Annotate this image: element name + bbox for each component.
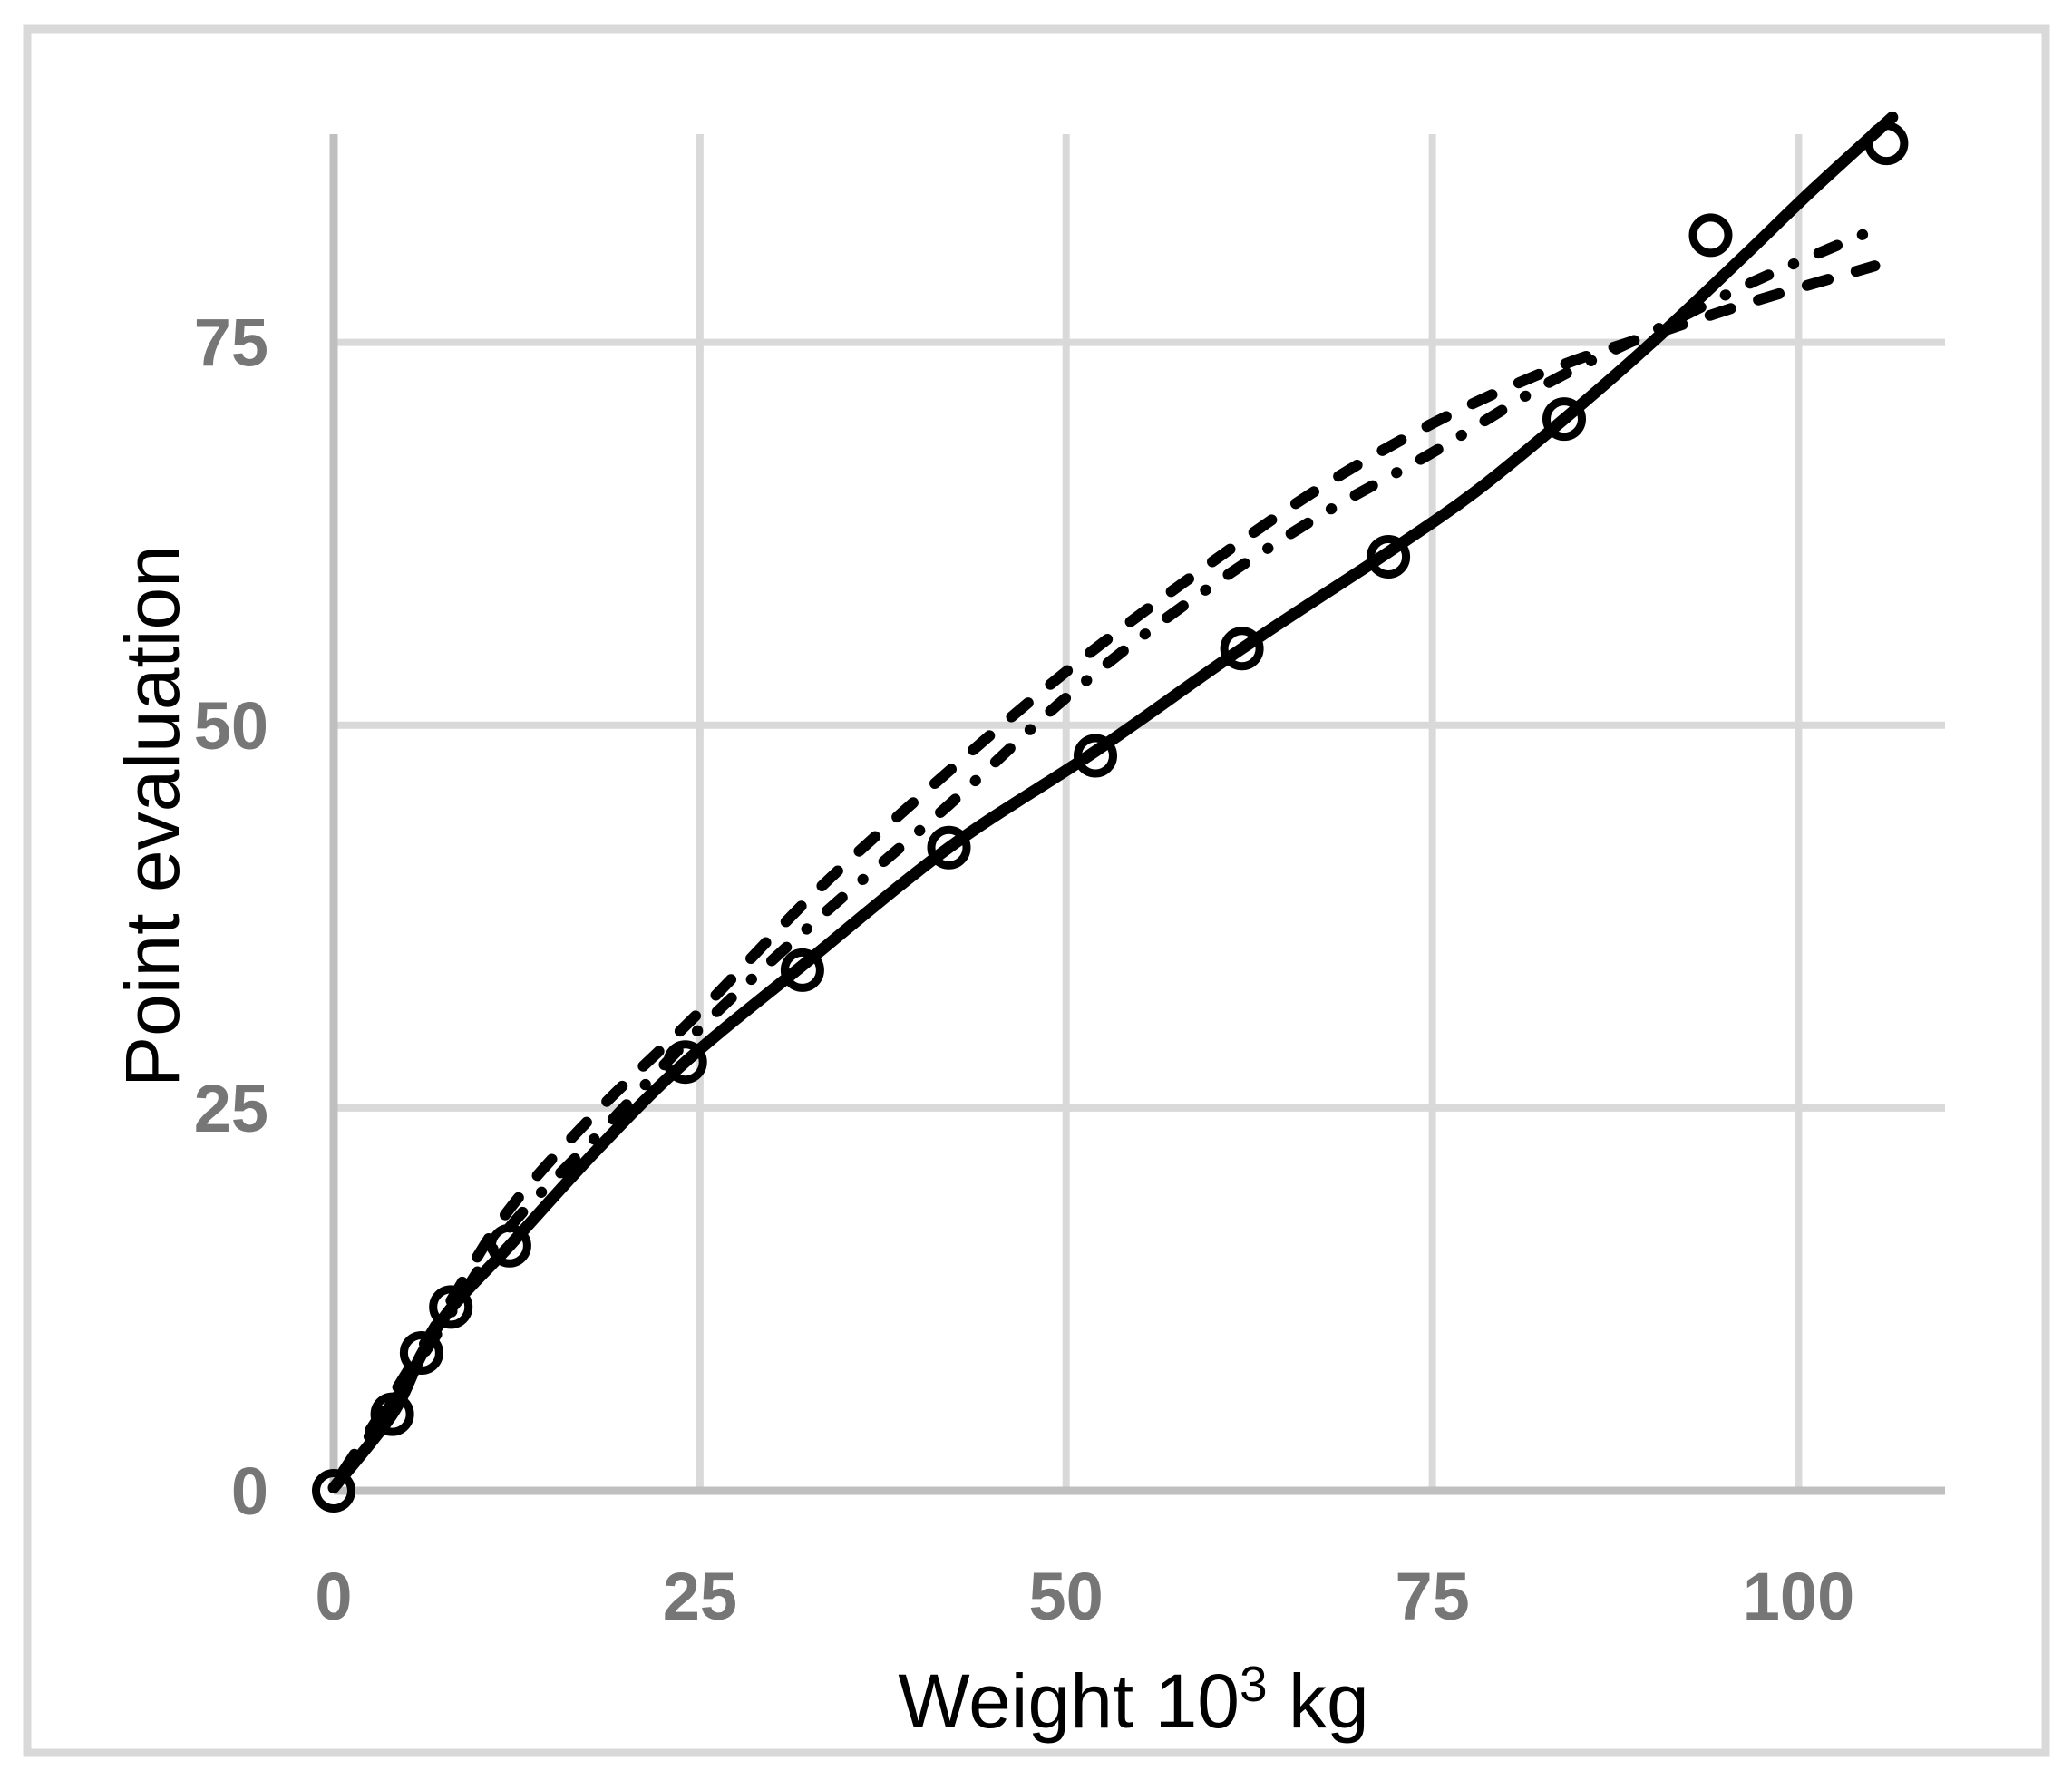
- y-tick-label: 75: [194, 306, 268, 381]
- figure-border: [23, 24, 2050, 1757]
- y-tick-label: 50: [194, 688, 268, 764]
- x-axis-title: Weight 103 kg: [898, 1659, 1368, 1740]
- data-point-marker: [780, 948, 824, 992]
- data-point-marker: [370, 1392, 414, 1436]
- data-point-marker: [1864, 122, 1909, 166]
- data-point-marker: [312, 1469, 355, 1513]
- data-point-marker: [1542, 397, 1586, 442]
- data-point-marker: [1220, 627, 1264, 671]
- data-point-marker: [1688, 213, 1733, 258]
- x-tick-label: 75: [1395, 1559, 1469, 1634]
- y-axis-title: Point evaluation: [110, 545, 195, 1087]
- y-axis-title-text: Point evaluation: [110, 545, 195, 1087]
- data-point-marker: [663, 1040, 707, 1085]
- data-point-marker: [1367, 535, 1411, 579]
- x-tick-label: 50: [1029, 1559, 1104, 1634]
- dashed-fit-line: [336, 260, 1881, 1478]
- data-point-marker: [1074, 734, 1117, 778]
- x-tick-label: 25: [663, 1559, 737, 1634]
- dash-dot-fit-line: [336, 225, 1878, 1482]
- data-point-marker: [927, 825, 971, 870]
- x-axis-title-superscript: 3: [1240, 1656, 1268, 1712]
- x-axis-title-prefix: Weight 10: [898, 1658, 1240, 1744]
- y-tick-label: 25: [194, 1071, 268, 1146]
- data-point-marker: [399, 1331, 443, 1375]
- solid-fit-line: [327, 111, 1899, 1494]
- data-point-marker: [487, 1223, 531, 1268]
- x-axis-title-suffix: kg: [1267, 1658, 1369, 1744]
- x-tick-label: 0: [315, 1559, 352, 1634]
- data-point-marker: [429, 1285, 473, 1329]
- y-tick-label: 0: [231, 1454, 268, 1529]
- x-tick-label: 100: [1743, 1559, 1854, 1634]
